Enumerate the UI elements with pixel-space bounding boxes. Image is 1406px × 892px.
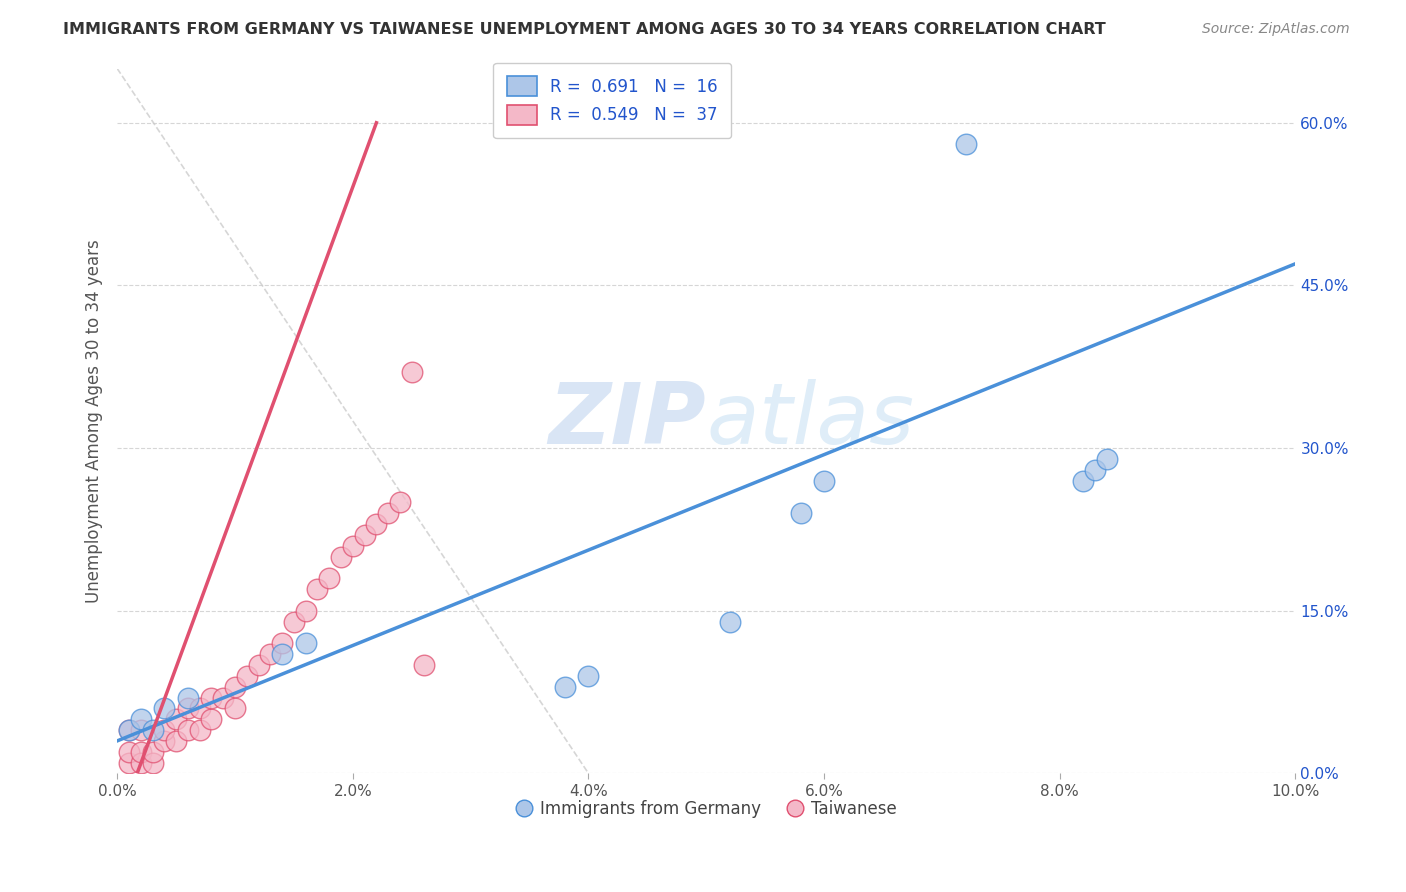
Point (1095, 451, 1118, 466)
Point (177, 723, 200, 737)
Point (353, 528, 375, 542)
Point (813, 474, 835, 488)
Text: ZIP: ZIP (548, 379, 706, 462)
Point (177, 701, 200, 715)
Point (1073, 474, 1095, 488)
Point (141, 745, 163, 759)
Point (318, 571, 340, 585)
Point (789, 506, 811, 520)
Point (165, 712, 187, 726)
Point (377, 506, 399, 520)
Point (247, 657, 270, 672)
Y-axis label: Unemployment Among Ages 30 to 34 years: Unemployment Among Ages 30 to 34 years (86, 239, 103, 603)
Point (153, 734, 176, 748)
Point (718, 615, 741, 629)
Point (129, 723, 152, 737)
Point (177, 690, 200, 705)
Point (129, 756, 152, 770)
Point (129, 712, 152, 726)
Point (271, 647, 294, 661)
Point (578, 669, 600, 683)
Point (366, 516, 388, 531)
Point (224, 701, 246, 715)
Point (236, 669, 259, 683)
Point (188, 723, 211, 737)
Point (294, 636, 316, 650)
Point (330, 549, 353, 564)
Point (118, 756, 141, 770)
Text: IMMIGRANTS FROM GERMANY VS TAIWANESE UNEMPLOYMENT AMONG AGES 30 TO 34 YEARS CORR: IMMIGRANTS FROM GERMANY VS TAIWANESE UNE… (63, 22, 1107, 37)
Point (118, 745, 141, 759)
Point (129, 745, 152, 759)
Point (294, 604, 316, 618)
Text: Source: ZipAtlas.com: Source: ZipAtlas.com (1202, 22, 1350, 37)
Point (141, 723, 163, 737)
Point (283, 615, 305, 629)
Point (307, 582, 329, 596)
Point (118, 723, 141, 737)
Point (342, 539, 364, 553)
Point (165, 734, 187, 748)
Point (271, 636, 294, 650)
Point (412, 657, 434, 672)
Point (141, 756, 163, 770)
Point (200, 690, 222, 705)
Point (188, 701, 211, 715)
Point (1084, 463, 1107, 477)
Point (388, 495, 411, 509)
Point (153, 723, 176, 737)
Point (200, 712, 222, 726)
Point (118, 723, 141, 737)
Point (401, 365, 423, 379)
Legend: Immigrants from Germany, Taiwanese: Immigrants from Germany, Taiwanese (509, 794, 904, 825)
Point (224, 680, 246, 694)
Point (554, 680, 576, 694)
Point (153, 701, 176, 715)
Point (955, 137, 977, 152)
Point (259, 647, 281, 661)
Point (212, 690, 235, 705)
Text: atlas: atlas (706, 379, 914, 462)
